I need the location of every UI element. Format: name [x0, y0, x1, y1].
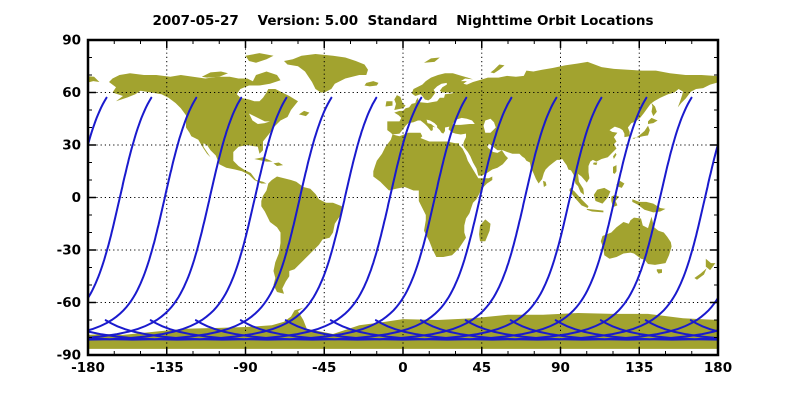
orbit-track [689, 319, 718, 333]
land-japan-hokkaido [648, 117, 658, 124]
orbit-track [0, 98, 62, 340]
y-tick-label: -60 [57, 295, 81, 311]
orbit-track [194, 96, 513, 341]
land-eurasia [387, 61, 718, 195]
x-tick-label: -45 [312, 360, 336, 376]
y-tick-label: -30 [57, 243, 81, 259]
lake-black-sea [452, 117, 475, 125]
x-tick-label: 45 [472, 360, 491, 376]
orbit-track [88, 96, 108, 149]
orbit-track [88, 96, 198, 332]
lake-great-lakes [249, 113, 270, 124]
orbit-track [88, 96, 243, 339]
land-antarctica [718, 308, 800, 349]
land-newfoundland [298, 110, 310, 117]
orbit-track [104, 96, 423, 341]
y-tick-label: 90 [62, 33, 81, 49]
grid-layer [88, 40, 718, 355]
land-java [586, 208, 604, 213]
land-iceland [364, 81, 379, 87]
land-uk [394, 95, 406, 110]
y-tick-label: 60 [62, 85, 81, 101]
land-hainan [592, 162, 598, 166]
orbit-track [781, 98, 800, 340]
land-ireland [385, 101, 393, 107]
land-sumatra [569, 187, 589, 208]
x-tick-label: -135 [150, 360, 184, 376]
orbit-track [149, 96, 468, 341]
x-tick-label: 180 [704, 360, 732, 376]
orbit-track [88, 96, 153, 300]
x-tick-label: -90 [233, 360, 257, 376]
land-australia [600, 216, 672, 265]
orbit-track [509, 319, 718, 341]
land-eurasia [88, 76, 100, 83]
land-baffin-island [252, 71, 281, 86]
land-victoria-island [201, 71, 228, 78]
land-africa [373, 132, 493, 257]
land-tasmania [656, 269, 662, 274]
x-tick-label: -180 [71, 360, 105, 376]
land-sri-lanka [543, 180, 547, 187]
orbit-track [88, 96, 333, 341]
land-new-zealand-north [705, 258, 716, 271]
orbit-track [0, 98, 16, 340]
orbit-tracks-layer [0, 96, 800, 341]
x-tick-label: 135 [625, 360, 653, 376]
land-greenland [284, 54, 368, 93]
orbit-track [88, 96, 288, 341]
y-tick-label: 30 [62, 138, 81, 154]
orbit-track [374, 96, 693, 341]
land-luzon [613, 165, 617, 174]
chart-title: 2007-05-27 Version: 5.00 Standard Nightt… [152, 13, 653, 29]
orbit-track [329, 96, 648, 341]
land-south-america [261, 176, 342, 294]
land-antarctica [0, 308, 88, 349]
land-taiwan [613, 152, 617, 159]
axes-layer [86, 38, 720, 357]
land-borneo [593, 187, 611, 204]
orbit-track [284, 96, 603, 341]
land-hispaniola [273, 162, 284, 166]
land-madagascar [479, 219, 491, 242]
land-novaya-zemlya [490, 64, 505, 74]
y-tick-label: -90 [57, 348, 81, 364]
y-tick-label: 0 [72, 190, 81, 206]
orbit-track [464, 296, 718, 341]
lake-caspian-sea [483, 118, 496, 133]
land-new-zealand-south [694, 268, 707, 280]
x-tick-label: 90 [551, 360, 570, 376]
land-ellesmere-island [245, 53, 274, 63]
x-tick-label: 0 [398, 360, 407, 376]
orbit-track [736, 98, 800, 340]
land-new-guinea [632, 199, 666, 213]
orbit-track [88, 96, 378, 341]
orbit-track [239, 96, 558, 341]
land-north-america [109, 73, 298, 184]
land-japan-honshu [632, 125, 650, 139]
axis-labels-layer: -180 -135 -90 -45 0 45 90 135 180 90 60 30 0 -30 -60 -9… [57, 33, 732, 377]
land-svalbard [424, 57, 440, 63]
land-sakhalin [651, 103, 657, 117]
